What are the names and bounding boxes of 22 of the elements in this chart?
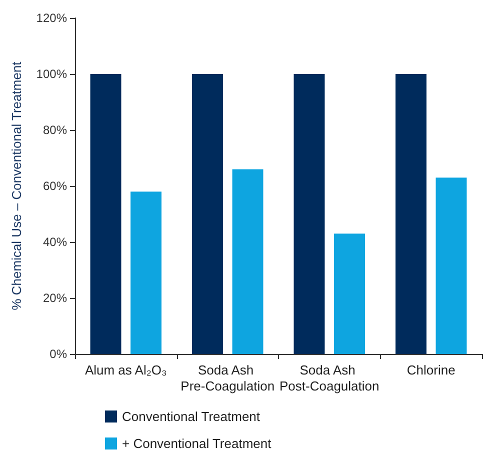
bar [90, 74, 122, 354]
y-tick-label: 100% [36, 67, 68, 81]
bar [130, 192, 162, 354]
y-tick-label: 120% [36, 11, 68, 25]
legend-label: + Conventional Treatment [122, 436, 272, 451]
legend-label: Conventional Treatment [122, 409, 260, 424]
y-tick-label: 0% [50, 347, 68, 361]
y-tick-label: 20% [42, 291, 68, 305]
y-tick-label: 60% [42, 179, 68, 193]
x-tick-label: Alum as Al₂O₃ [84, 362, 167, 378]
y-tick-label: 80% [42, 123, 68, 137]
bar [436, 178, 467, 354]
bar [334, 234, 365, 354]
y-tick-label: 40% [42, 235, 68, 249]
y-axis-title: % Chemical Use – Conventional Treatment [9, 61, 24, 310]
x-tick-label: Soda Ash Post-Coagulation [280, 362, 380, 394]
x-tick-label: Chlorine [406, 362, 456, 378]
bar [192, 74, 223, 354]
bar [396, 74, 426, 354]
bar [232, 169, 264, 354]
x-tick-label: Soda Ash Pre-Coagulation [180, 362, 275, 394]
bar [294, 74, 325, 354]
